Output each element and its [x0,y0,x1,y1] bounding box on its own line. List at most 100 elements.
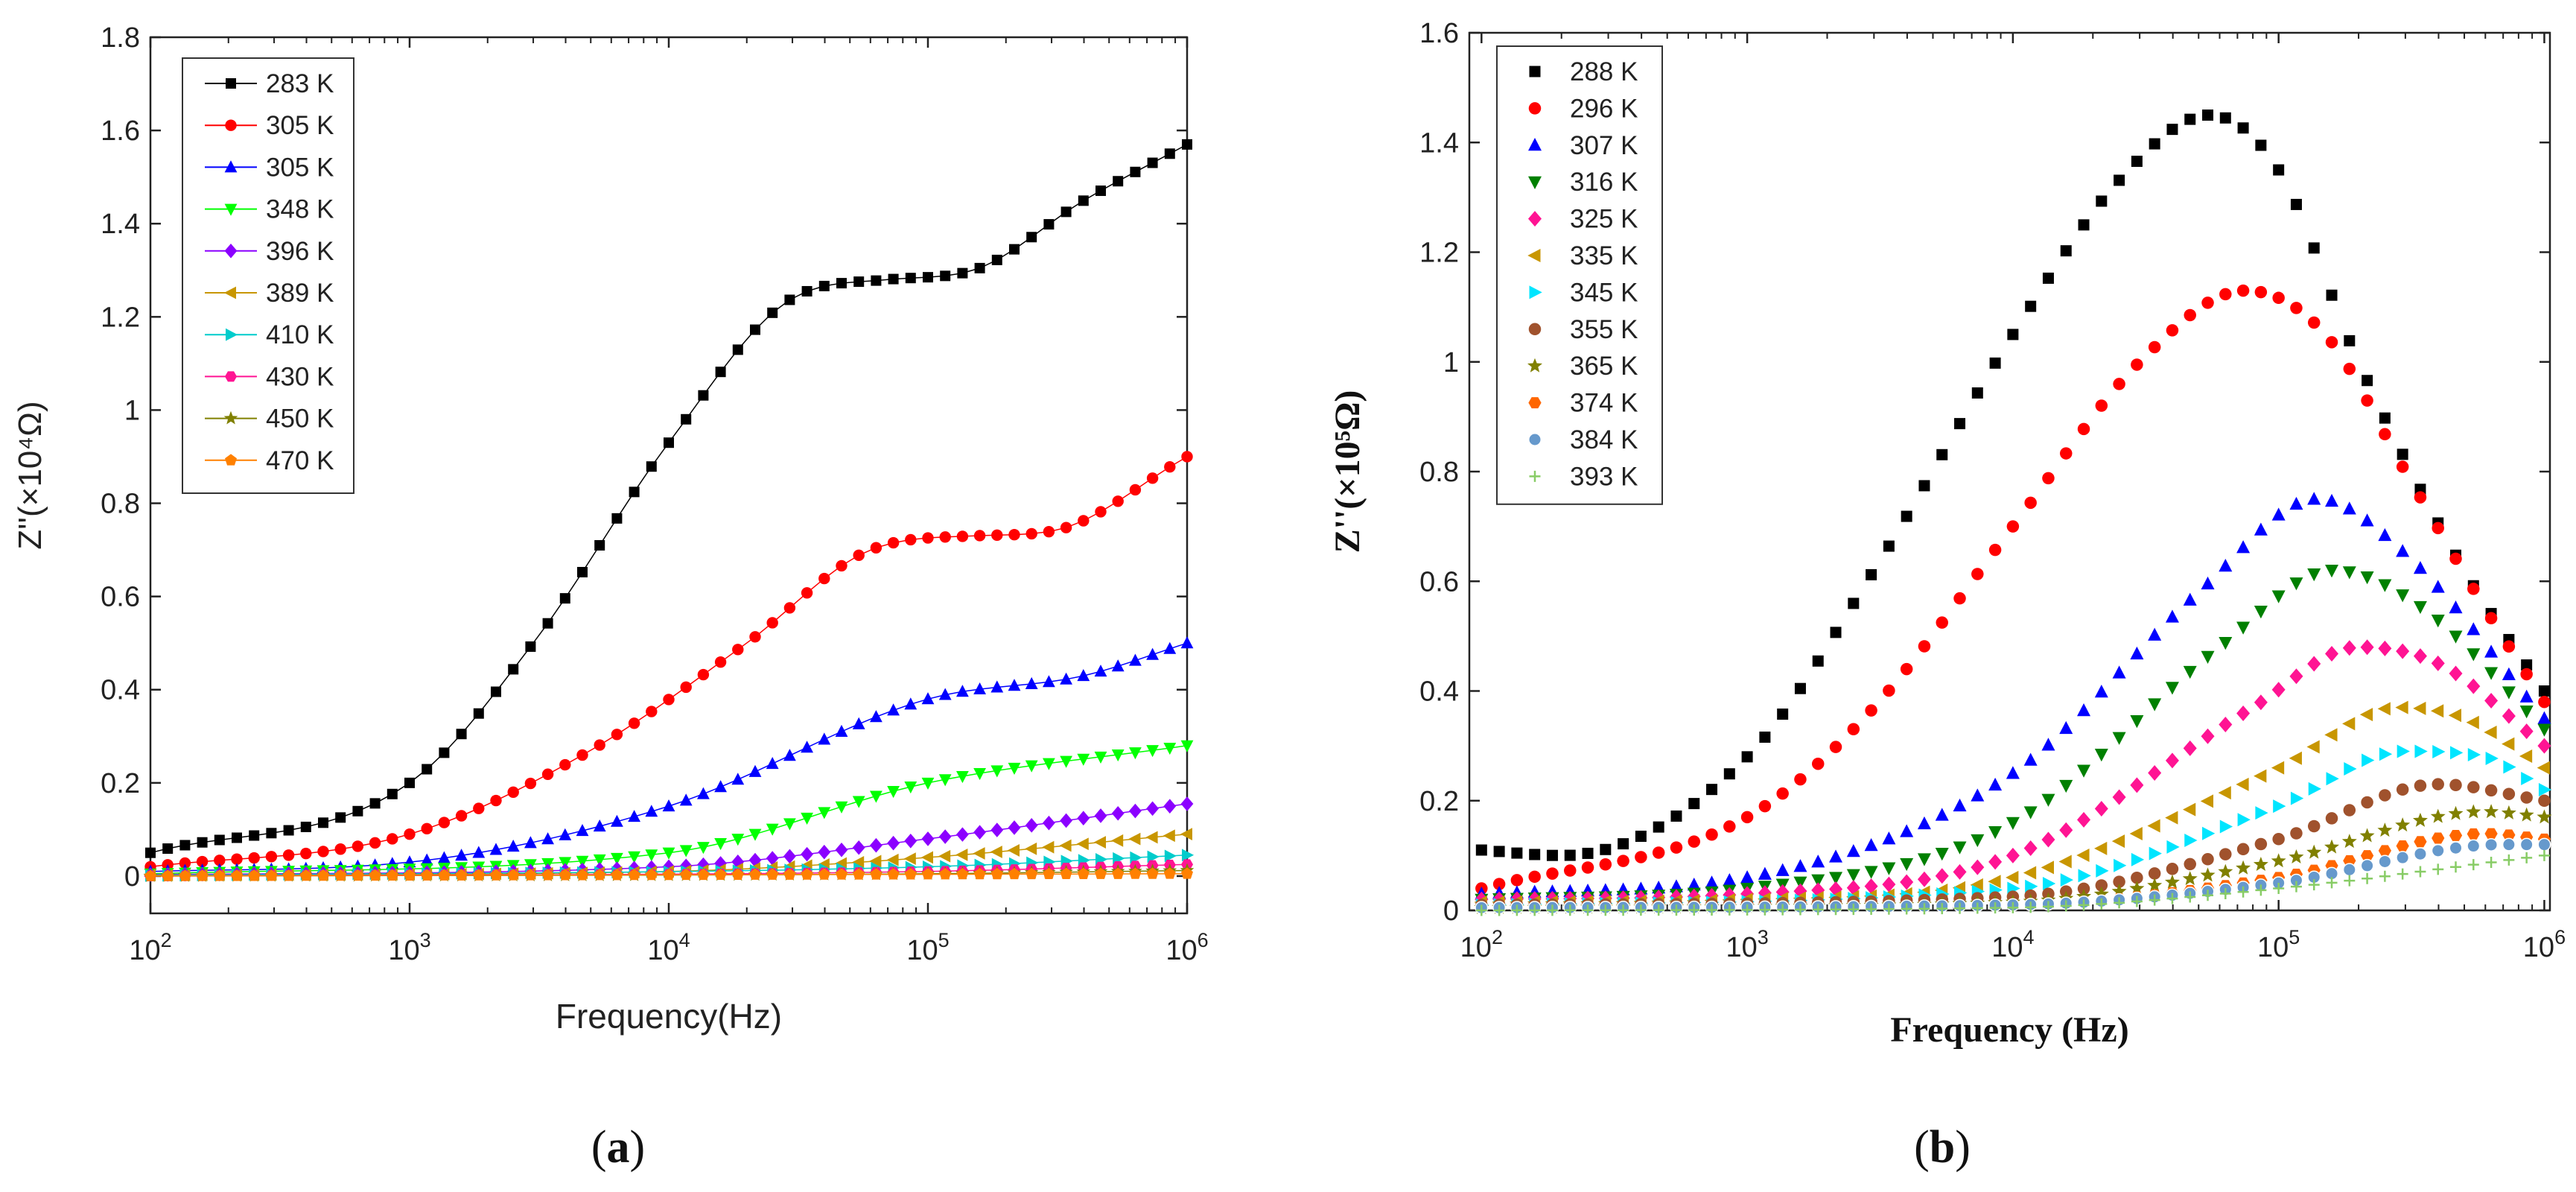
data-marker [2502,837,2516,852]
data-marker [2236,777,2249,791]
data-marker [2449,665,2463,682]
data-marker [2341,834,2357,849]
data-marker [2042,272,2054,284]
data-marker [1706,784,1718,796]
x-tick-label: 102 [129,929,171,966]
data-marker [2236,540,2251,554]
y-tick-label: 0.4 [101,675,140,706]
data-marker [629,486,640,498]
data-marker [1988,826,2003,840]
data-marker [731,834,745,846]
data-marker [1723,768,1735,780]
data-marker [2379,870,2391,882]
data-marker [2343,362,2356,375]
x-tick-label: 104 [647,929,690,966]
data-marker [1025,818,1038,833]
data-marker [749,631,761,643]
data-marker [196,855,209,868]
data-marker [853,868,865,880]
data-marker [2520,791,2533,804]
data-marker [766,757,779,770]
data-marker [2023,752,2038,766]
data-marker [1793,876,1807,890]
data-marker [1883,684,1895,697]
data-marker [1599,857,1612,871]
data-marker [2219,558,2233,572]
data-marker [1060,755,1072,768]
data-marker [1777,904,1789,916]
data-marker [2538,849,2550,861]
data-marker [646,706,658,717]
data-marker [2342,717,2356,731]
data-marker [2502,787,2516,800]
data-marker [2413,701,2426,715]
data-marker [2131,358,2143,371]
data-marker [1025,842,1037,855]
data-marker [490,794,502,807]
data-marker [369,798,381,809]
data-marker [1901,903,1912,915]
data-marker [438,817,451,828]
data-marker [2467,583,2480,595]
data-marker [1025,867,1038,880]
data-marker [2149,846,2162,860]
data-marker [2113,875,2125,888]
data-marker [541,768,554,780]
data-marker [2131,852,2145,866]
data-marker [179,857,191,869]
data-marker [1094,808,1107,823]
data-marker [645,869,658,881]
data-marker [2201,728,2215,744]
data-marker [1917,816,1931,830]
data-marker [2237,813,2251,827]
data-marker [2271,761,2285,775]
series-296-k [1475,284,2551,895]
data-marker [1008,529,1020,541]
data-marker [2114,858,2127,872]
data-marker [1758,799,1772,813]
data-marker [2219,848,2232,860]
data-marker [1529,904,1541,916]
data-marker [2413,648,2427,665]
data-marker [265,851,278,863]
data-marker [225,119,237,131]
data-marker [318,817,328,828]
data-marker [1687,877,1701,891]
data-marker [973,768,986,781]
data-marker [2326,877,2338,889]
y-tick-label: 0.6 [1419,566,1459,597]
data-marker [1936,448,1948,460]
data-marker [2344,875,2356,887]
data-marker [1043,219,1055,230]
data-marker [2148,698,2162,711]
data-marker [1900,874,1914,890]
data-marker [1882,831,1896,845]
data-marker [662,799,675,812]
x-tick-label: 102 [1460,926,1503,963]
data-marker [732,644,744,656]
data-marker [1688,798,1700,810]
data-marker [2236,843,2250,856]
data-marker [2449,829,2463,841]
data-marker [2024,496,2037,510]
data-marker [1078,195,1089,206]
data-marker [611,869,623,881]
data-marker [1528,323,1542,336]
data-marker [2307,656,2321,672]
data-marker [1971,859,1985,875]
data-marker [438,851,451,863]
data-marker [2432,778,2444,790]
data-marker [1670,810,1682,822]
data-marker [2362,753,2375,767]
data-marker [1740,811,1754,824]
data-marker [2094,748,2108,762]
data-marker [2237,886,2249,898]
data-marker [2059,447,2073,460]
data-marker [224,371,238,382]
data-marker [1794,904,1806,916]
data-marker [2431,655,2445,671]
data-marker [956,530,969,542]
data-marker [2219,288,2232,301]
data-marker [2237,122,2249,134]
data-marker [2502,829,2516,841]
